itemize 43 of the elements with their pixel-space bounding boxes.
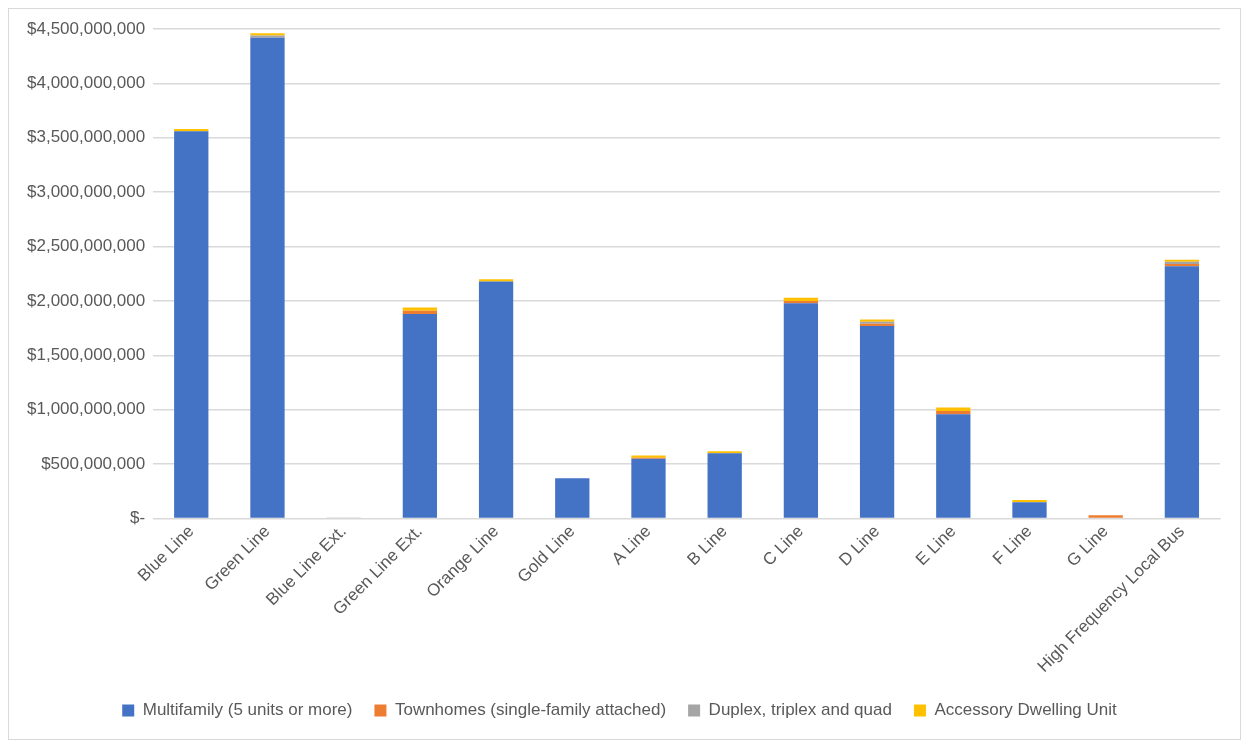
- x-tick-label: A Line: [607, 521, 655, 569]
- x-tick-label: C Line: [758, 521, 808, 570]
- bar: [707, 451, 742, 454]
- bar: [783, 297, 819, 301]
- bar: [174, 129, 209, 132]
- x-tick-label: E Line: [911, 521, 960, 570]
- y-tick-label: $2,500,000,000: [27, 236, 146, 256]
- bar: [1088, 515, 1123, 518]
- legend-label: Multifamily (5 units or more): [142, 700, 353, 720]
- bar: [402, 314, 438, 518]
- bar: [555, 478, 590, 518]
- bar: [478, 281, 514, 518]
- x-tick-label: D Line: [835, 521, 884, 570]
- y-tick-label: $-: [130, 508, 146, 528]
- bar: [1164, 266, 1200, 518]
- legend-label: Townhomes (single-family attached): [394, 700, 667, 720]
- y-tick-label: $2,000,000,000: [27, 290, 146, 310]
- bar: [478, 279, 514, 282]
- bar: [1012, 500, 1047, 503]
- bar: [402, 307, 438, 311]
- y-tick-label: $4,500,000,000: [27, 18, 146, 38]
- bar: [707, 453, 742, 518]
- bar: [936, 414, 971, 518]
- x-tick-label: F Line: [988, 521, 1036, 569]
- y-tick-label: $3,000,000,000: [27, 181, 146, 201]
- legend-label: Accessory Dwelling Unit: [934, 700, 1118, 720]
- y-tick-label: $1,500,000,000: [27, 345, 146, 365]
- legend-label: Duplex, triplex and quad: [708, 700, 892, 720]
- y-tick-label: $4,000,000,000: [27, 73, 146, 93]
- bar: [1012, 502, 1047, 518]
- y-tick-label: $1,000,000,000: [27, 399, 146, 419]
- bar: [250, 37, 285, 518]
- bar: [631, 458, 666, 518]
- bar: [402, 310, 438, 315]
- bar: [936, 407, 971, 411]
- y-tick-label: $3,500,000,000: [27, 127, 146, 147]
- bar: [783, 303, 819, 518]
- x-tick-label: B Line: [683, 521, 731, 570]
- y-tick-label: $500,000,000: [41, 453, 146, 473]
- x-tick-label: G Line: [1062, 521, 1112, 571]
- bar: [174, 131, 209, 518]
- bar: [936, 410, 971, 415]
- bar: [859, 326, 895, 518]
